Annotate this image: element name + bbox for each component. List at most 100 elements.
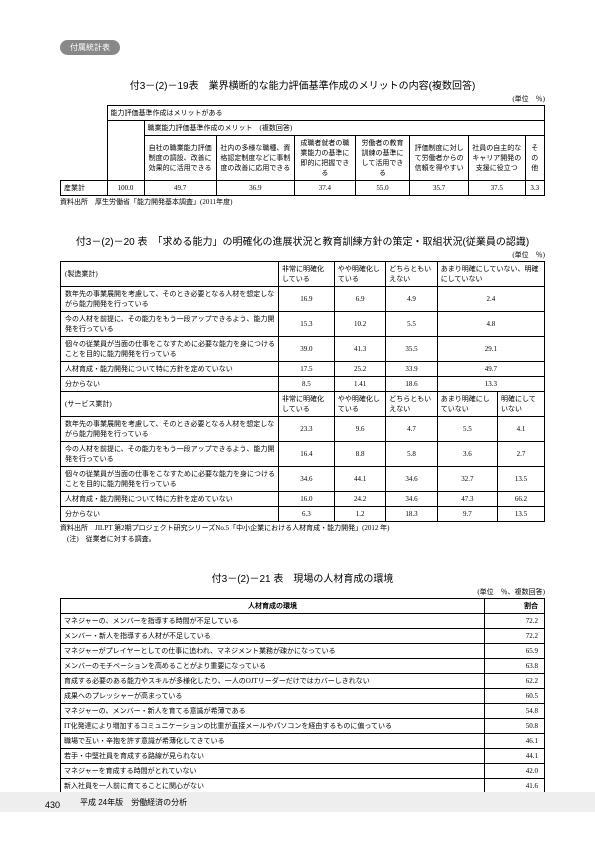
t2a-r2v3: 29.1	[437, 337, 544, 362]
table2-unit: (単位 ％)	[60, 250, 545, 260]
table2: (製造業計) 非常に明確化している やや明確化している どちらともいえない あま…	[60, 261, 545, 522]
t2a-r3v3: 49.7	[437, 362, 544, 377]
t2-hdr-b: (サービス業計)	[61, 392, 279, 417]
t2b-r4v4: 13.5	[498, 507, 545, 522]
t2b-r3v2: 34.6	[386, 492, 437, 507]
t2b-r3v0: 16.0	[279, 492, 335, 507]
table1-source: 資料出所 厚生労働省「能力開発基本調査」(2011年度)	[60, 198, 545, 207]
t2a-r2v2: 35.5	[386, 337, 437, 362]
t2b-col4: 明確にしていない	[498, 392, 545, 417]
t2a-r1l: 今の人材を前提に、その能力をもう一段アップできるよう、能力開発を行っている	[61, 312, 279, 337]
table3-unit: (単位 ％、複数回答)	[60, 587, 545, 597]
t3-r7v: 50.8	[485, 719, 545, 734]
t1-header-top: 能力評価基準作成はメリットがある	[107, 106, 545, 121]
t2a-r1v1: 10.2	[334, 312, 385, 337]
t2b-r0v3: 5.5	[437, 417, 497, 442]
t1-col-4: 評価制度に対して労働者からの信頼を得やすい	[410, 136, 469, 181]
t2b-r1v2: 5.8	[386, 442, 437, 467]
t2a-col1: やや明確化している	[334, 262, 385, 287]
t3-r9l: 若手・中堅社員を育成する路線が見られない	[61, 749, 485, 764]
t2b-col3: あまり明確にしていない	[437, 392, 497, 417]
t2b-r4v1: 1.2	[334, 507, 385, 522]
t2b-r4v2: 18.3	[386, 507, 437, 522]
table3: 人材育成の環境 割合 マネジャーの、メンバーを指導する時間が不足している72.2…	[60, 598, 545, 794]
t2a-r0v3: 2.4	[437, 287, 544, 312]
table1: 能力評価基準作成はメリットがある 職業能力評価基準作成のメリット (複数回答) …	[60, 105, 545, 196]
table1-title: 付3－(2)－19表 業界横断的な能力評価基準作成のメリットの内容(複数回答)	[60, 77, 545, 92]
t3-r2v: 65.9	[485, 644, 545, 659]
t3-r8v: 46.1	[485, 734, 545, 749]
t2a-r1v3: 4.8	[437, 312, 544, 337]
t2a-r4v2: 18.6	[386, 377, 437, 392]
t2a-col3: あまり明確にしていない、明確にしていない	[437, 262, 544, 287]
t3-r1l: メンバー・新人を指導する人材が不足している	[61, 629, 485, 644]
t1-v4: 35.7	[410, 181, 469, 196]
t2a-r0l: 数年先の事業展開を考慮して、そのとき必要となる人材を想定しながら能力開発を行って…	[61, 287, 279, 312]
t2b-r3v3: 47.3	[437, 492, 497, 507]
t2b-r2v1: 44.1	[334, 467, 385, 492]
t2b-r0v1: 9.6	[334, 417, 385, 442]
t3-r5l: 成果へのプレッシャーが高まっている	[61, 689, 485, 704]
page-number: 430	[45, 800, 60, 810]
t2b-r4l: 分からない	[61, 507, 279, 522]
t2a-r3l: 人材育成・能力開発について特に方針を定めていない	[61, 362, 279, 377]
t1-v3: 55.0	[355, 181, 410, 196]
t2a-r1v0: 15.3	[279, 312, 335, 337]
t1-col-2: 成職者就者の職業能力の基準に即的に把握できる	[295, 136, 356, 181]
t2b-r2v2: 34.6	[386, 467, 437, 492]
t2a-r3v2: 33.9	[386, 362, 437, 377]
t2b-r1v4: 2.7	[498, 442, 545, 467]
t2a-r2v1: 41.3	[334, 337, 385, 362]
t2b-r2v4: 13.5	[498, 467, 545, 492]
t1-col-1: 社内の多様な職種、資格認定制度などに事制度の改善に応用できる	[216, 136, 294, 181]
t3-r1v: 72.2	[485, 629, 545, 644]
t2a-r2l: 個々の従業員が当面の仕事をこなすために必要な能力を身につけることを目的に能力開発…	[61, 337, 279, 362]
t1-header-sub: 職業能力評価基準作成のメリット (複数回答)	[144, 121, 545, 136]
t3-r4l: 育成する必要のある能力やスキルが多様化したり、一人のOJTリーダーだけではカバー…	[61, 674, 485, 689]
t3-r10v: 42.0	[485, 764, 545, 779]
t1-v1: 36.9	[216, 181, 294, 196]
t2b-r0v4: 4.1	[498, 417, 545, 442]
t3-r10l: マネジャーを育成する時間がとれていない	[61, 764, 485, 779]
t2b-r0v0: 23.3	[279, 417, 335, 442]
t2a-r2v0: 39.0	[279, 337, 335, 362]
t3-r9v: 44.1	[485, 749, 545, 764]
t2a-r0v2: 4.9	[386, 287, 437, 312]
t3-r8l: 職場で互い・辛抱を許す意識が希薄化してきている	[61, 734, 485, 749]
t2a-r4v0: 8.5	[279, 377, 335, 392]
t2a-r3v0: 17.5	[279, 362, 335, 377]
t2b-r4v0: 6.3	[279, 507, 335, 522]
t1-col-3: 労働者の教育訓練の基準にして活用できる	[355, 136, 410, 181]
t2b-r0l: 数年先の事業展開を考慮して、そのとき必要となる人材を想定しながら能力開発を行って…	[61, 417, 279, 442]
t2a-r4v1: 1.41	[334, 377, 385, 392]
t2a-r4v3: 13.3	[437, 377, 544, 392]
t2b-r1v1: 8.8	[334, 442, 385, 467]
t2b-col0: 非常に明確化している	[279, 392, 335, 417]
t2a-col0: 非常に明確化している	[279, 262, 335, 287]
t3-r3v: 63.8	[485, 659, 545, 674]
t3-r0l: マネジャーの、メンバーを指導する時間が不足している	[61, 614, 485, 629]
t1-col-0: 自社の職業能力評価制度の調設、改善に効果的に活用できる	[144, 136, 216, 181]
t3-r4v: 62.2	[485, 674, 545, 689]
table2-source1: 資料出所 JILPT 第2期プロジェクト研究シリーズNo.5「中小企業における人…	[60, 524, 545, 533]
t2a-r1v2: 5.5	[386, 312, 437, 337]
table3-title: 付3－(2)－21 表 現場の人材育成の環境	[60, 570, 545, 585]
t2b-r4v3: 9.7	[437, 507, 497, 522]
table1-section: 付3－(2)－19表 業界横断的な能力評価基準作成のメリットの内容(複数回答) …	[60, 77, 545, 207]
t1-v5: 37.5	[468, 181, 525, 196]
t2a-r0v0: 16.9	[279, 287, 335, 312]
t2b-r1l: 今の人材を前提に、その能力をもう一段アップできるよう、能力開発を行っている	[61, 442, 279, 467]
t2a-r4l: 分からない	[61, 377, 279, 392]
t2b-r2v3: 32.7	[437, 467, 497, 492]
table2-section: 付3－(2)－20 表 「求める能力」の明確化の進展状況と教育訓練方針の策定・取…	[60, 233, 545, 544]
t2-hdr-a: (製造業計)	[61, 262, 279, 287]
table1-unit: (単位 ％)	[60, 94, 545, 104]
t2b-r2v0: 34.6	[279, 467, 335, 492]
t3-col-ratio: 割合	[485, 599, 545, 614]
table2-title: 付3－(2)－20 表 「求める能力」の明確化の進展状況と教育訓練方針の策定・取…	[60, 233, 545, 248]
section-badge: 付属統計表	[60, 40, 120, 55]
t2b-r1v3: 3.6	[437, 442, 497, 467]
t2b-col1: やや明確化している	[334, 392, 385, 417]
t2b-r3v1: 24.2	[334, 492, 385, 507]
t3-r3l: メンバーのモチベーションを高めることがより重要になっている	[61, 659, 485, 674]
